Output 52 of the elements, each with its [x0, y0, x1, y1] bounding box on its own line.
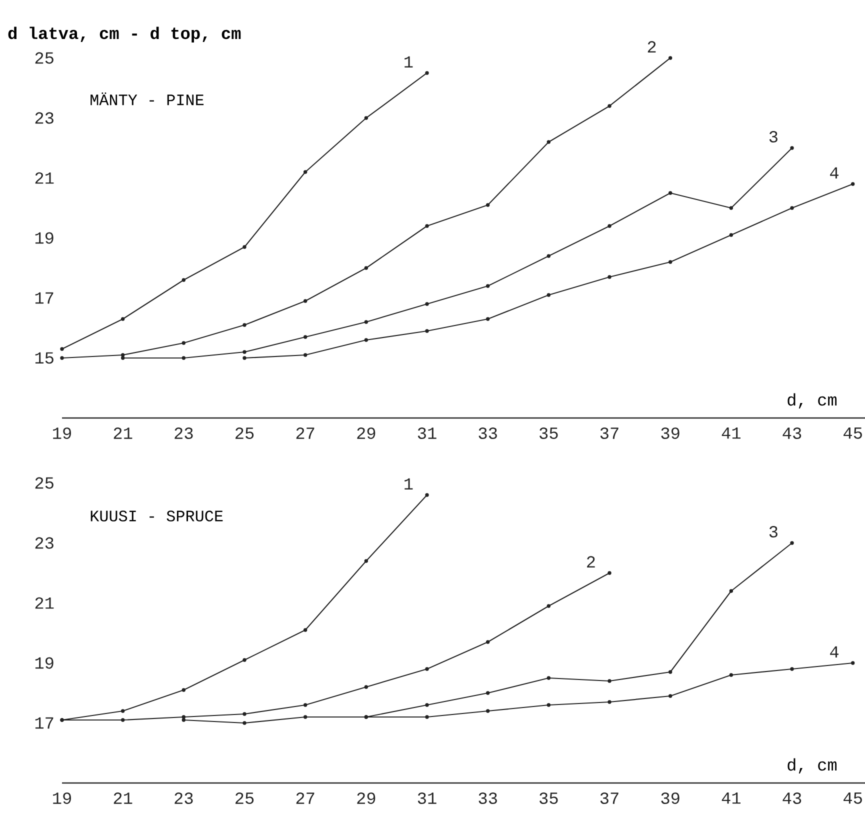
x-tick-label: 21 [114, 427, 132, 439]
series-label: 1 [404, 56, 413, 68]
x-tick-label: 21 [114, 792, 132, 804]
series-label: 3 [769, 526, 778, 538]
x-tick-label: 45 [844, 427, 862, 439]
x-tick-label: 25 [236, 792, 254, 804]
y-tick-label: 19 [35, 232, 54, 244]
x-tick-label: 23 [174, 792, 193, 804]
x-tick-label: 27 [296, 427, 314, 439]
y-tick-label: 25 [35, 52, 54, 64]
x-tick-label: 43 [782, 427, 802, 439]
x-tick-label: 35 [540, 427, 558, 439]
x-tick-label: 19 [53, 792, 71, 804]
y-tick-label: 19 [35, 657, 54, 669]
x-tick-label: 43 [782, 792, 802, 804]
series-label: 3 [769, 130, 778, 142]
x-tick-label: 25 [236, 427, 254, 439]
series-label: 2 [587, 556, 595, 568]
series-label: 2 [648, 41, 656, 52]
x-tick-label: 19 [53, 427, 71, 439]
x-tick-label: 31 [418, 792, 436, 804]
x-tick-label: 41 [722, 427, 741, 439]
series-label: 1 [404, 478, 413, 490]
y-tick-label: 23 [35, 537, 54, 549]
y-tick-label: 21 [35, 172, 54, 184]
x-tick-label: 37 [600, 792, 618, 804]
x-tick-label: 41 [722, 792, 741, 804]
x-tick-label: 33 [478, 792, 497, 804]
x-tick-label: 35 [540, 792, 558, 804]
x-tick-label: 29 [357, 427, 376, 439]
y-axis-title: d latva, cm - d top, cm [8, 26, 241, 42]
text: KUUSI - SPRUCE [90, 510, 223, 522]
x-tick-label: 33 [478, 427, 497, 439]
x-tick-label: 39 [661, 792, 680, 804]
y-tick-label: 17 [35, 717, 54, 729]
series-label: 4 [830, 167, 838, 178]
y-tick-label: 23 [35, 112, 54, 124]
y-tick-label: 25 [35, 477, 54, 489]
x-tick-label: 29 [357, 792, 376, 804]
x-tick-label: 37 [600, 427, 618, 439]
x-tick-label: 39 [661, 427, 680, 439]
series-label: 4 [830, 646, 838, 658]
x-axis-title: d, cm [788, 758, 837, 774]
x-tick-label: 31 [418, 427, 436, 439]
x-tick-label: 45 [844, 792, 862, 804]
text: MÄNTY - PINE [90, 92, 204, 106]
x-tick-label: 23 [174, 427, 193, 439]
y-tick-label: 15 [35, 352, 54, 364]
y-tick-label: 21 [35, 597, 54, 609]
x-tick-label: 27 [296, 792, 314, 804]
y-tick-label: 17 [35, 292, 54, 304]
x-axis-title: d, cm [788, 393, 837, 408]
